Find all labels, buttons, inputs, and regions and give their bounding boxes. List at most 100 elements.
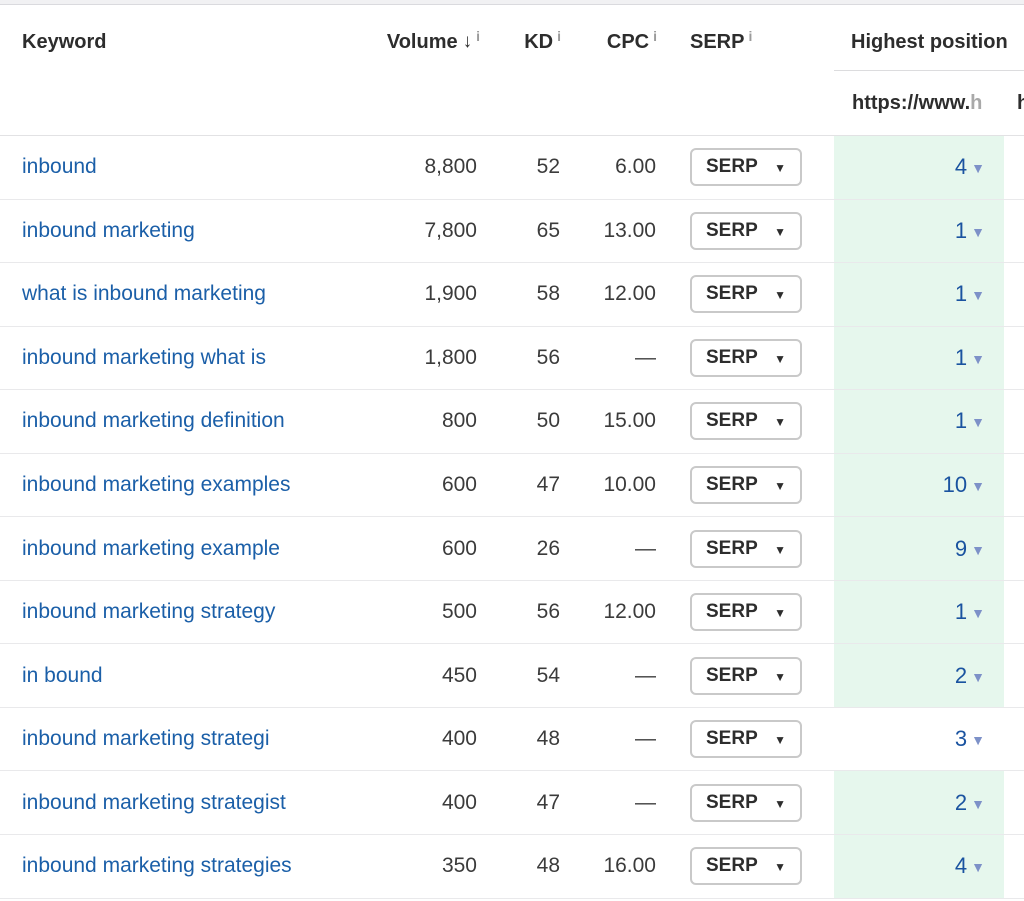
serp-dropdown-button[interactable]: SERP ▼ <box>690 593 802 632</box>
kd-value: 47 <box>536 473 560 496</box>
position-value[interactable]: 2 <box>954 789 968 815</box>
position-caret-icon[interactable]: ▼ <box>971 859 985 876</box>
position-caret-icon[interactable]: ▼ <box>971 478 985 494</box>
serp-button-label: SERP <box>706 601 758 623</box>
position-value[interactable]: 1 <box>954 217 968 243</box>
keyword-link[interactable]: inbound marketing strategi <box>22 727 270 751</box>
keyword-link[interactable]: inbound marketing strategies <box>22 854 292 878</box>
position-caret-icon[interactable]: ▼ <box>971 287 985 304</box>
keyword-link[interactable]: inbound marketing strategist <box>22 790 286 814</box>
column-header-highest-position-label: Highest position <box>851 30 1008 53</box>
serp-dropdown-button[interactable]: SERP ▼ <box>690 529 802 568</box>
cpc-value: — <box>635 663 656 687</box>
kd-value: 56 <box>536 345 560 369</box>
cpc-value: — <box>635 790 656 814</box>
position-value[interactable]: 4 <box>954 853 968 879</box>
position-caret-icon[interactable]: ▼ <box>971 541 985 558</box>
serp-dropdown-button[interactable]: SERP ▼ <box>690 847 802 886</box>
serp-dropdown-button[interactable]: SERP ▼ <box>690 466 802 504</box>
sort-desc-icon: ↓ <box>462 31 473 52</box>
keyword-link[interactable]: inbound marketing definition <box>22 409 285 433</box>
target-url-header[interactable]: https://www. h <box>852 90 982 116</box>
kd-value: 47 <box>536 790 560 814</box>
serp-button-label: SERP <box>706 791 758 813</box>
column-header-kd[interactable]: KD i <box>524 28 561 55</box>
kd-value: 50 <box>536 409 560 433</box>
position-caret-icon[interactable]: ▼ <box>971 223 985 240</box>
serp-dropdown-button[interactable]: SERP ▼ <box>690 402 802 441</box>
table-row: inbound 8,800 52 6.00 SERP ▼ 4 ▼ <box>0 136 1024 200</box>
column-header-volume[interactable]: Volume ↓ i <box>387 28 480 55</box>
target-url-partial: h <box>970 91 983 114</box>
serp-button-label: SERP <box>706 537 758 559</box>
caret-down-icon: ▼ <box>774 669 786 684</box>
clipped-next-column-text: h <box>1017 90 1024 116</box>
position-caret-icon[interactable]: ▼ <box>971 668 985 685</box>
info-icon[interactable]: i <box>476 28 480 44</box>
position-value[interactable]: 10 <box>942 472 968 497</box>
serp-button-label: SERP <box>706 410 758 432</box>
column-header-serp[interactable]: SERP i <box>690 28 753 55</box>
serp-dropdown-button[interactable]: SERP ▼ <box>690 720 802 759</box>
serp-dropdown-button[interactable]: SERP ▼ <box>690 275 802 314</box>
volume-value: 800 <box>441 409 477 433</box>
position-value[interactable]: 1 <box>954 599 968 625</box>
caret-down-icon: ▼ <box>774 542 786 557</box>
kd-value: 26 <box>536 536 560 560</box>
position-value[interactable]: 2 <box>954 662 968 688</box>
position-value[interactable]: 4 <box>954 154 968 180</box>
caret-down-icon: ▼ <box>774 606 786 621</box>
volume-value: 400 <box>441 790 477 814</box>
cpc-value: 15.00 <box>603 409 656 433</box>
serp-dropdown-button[interactable]: SERP ▼ <box>690 656 802 695</box>
caret-down-icon: ▼ <box>774 860 786 875</box>
keyword-link[interactable]: inbound marketing what is <box>22 345 266 369</box>
keyword-link[interactable]: inbound marketing example <box>22 536 280 560</box>
position-caret-icon[interactable]: ▼ <box>971 414 985 431</box>
keyword-link[interactable]: inbound marketing examples <box>22 473 291 496</box>
keyword-link[interactable]: inbound marketing <box>22 218 195 242</box>
column-header-cpc[interactable]: CPC i <box>607 28 657 55</box>
serp-dropdown-button[interactable]: SERP ▼ <box>690 211 802 250</box>
cpc-value: 13.00 <box>603 218 656 242</box>
info-icon[interactable]: i <box>557 28 561 44</box>
cpc-value: 12.00 <box>603 600 656 624</box>
kd-value: 52 <box>536 155 560 179</box>
serp-dropdown-button[interactable]: SERP ▼ <box>690 148 802 187</box>
keyword-link[interactable]: inbound marketing strategy <box>22 600 276 624</box>
position-caret-icon[interactable]: ▼ <box>971 605 985 622</box>
serp-dropdown-button[interactable]: SERP ▼ <box>690 338 802 377</box>
position-caret-icon[interactable]: ▼ <box>971 795 985 812</box>
keyword-link[interactable]: inbound <box>22 155 97 179</box>
highest-position-cell: 2 ▼ <box>834 771 1004 835</box>
position-value[interactable]: 1 <box>954 344 968 370</box>
volume-value: 350 <box>441 854 477 878</box>
position-caret-icon[interactable]: ▼ <box>971 732 985 749</box>
position-caret-icon[interactable]: ▼ <box>971 350 985 367</box>
highest-position-cell: 2 ▼ <box>834 644 1004 707</box>
serp-dropdown-button[interactable]: SERP ▼ <box>690 783 802 822</box>
caret-down-icon: ▼ <box>774 733 786 748</box>
caret-down-icon: ▼ <box>774 161 786 176</box>
caret-down-icon: ▼ <box>774 479 786 493</box>
table-row: inbound marketing strategies 350 48 16.0… <box>0 835 1024 899</box>
caret-down-icon: ▼ <box>774 224 786 239</box>
caret-down-icon: ▼ <box>774 288 786 303</box>
info-icon[interactable]: i <box>748 28 753 44</box>
position-value[interactable]: 3 <box>954 726 968 752</box>
position-value[interactable]: 1 <box>954 281 968 307</box>
cpc-value: — <box>635 536 656 560</box>
table-row: inbound marketing definition 800 50 15.0… <box>0 390 1024 454</box>
position-value[interactable]: 1 <box>954 408 968 434</box>
column-header-keyword[interactable]: Keyword <box>22 29 106 55</box>
position-value[interactable]: 9 <box>954 535 968 561</box>
cpc-value: 6.00 <box>615 155 656 179</box>
keyword-link[interactable]: what is inbound marketing <box>22 282 266 306</box>
keyword-link[interactable]: in bound <box>22 663 103 687</box>
position-caret-icon[interactable]: ▼ <box>971 160 985 177</box>
info-icon[interactable]: i <box>653 28 657 44</box>
serp-button-label: SERP <box>706 855 758 877</box>
caret-down-icon: ▼ <box>774 351 786 366</box>
caret-down-icon: ▼ <box>774 796 786 811</box>
